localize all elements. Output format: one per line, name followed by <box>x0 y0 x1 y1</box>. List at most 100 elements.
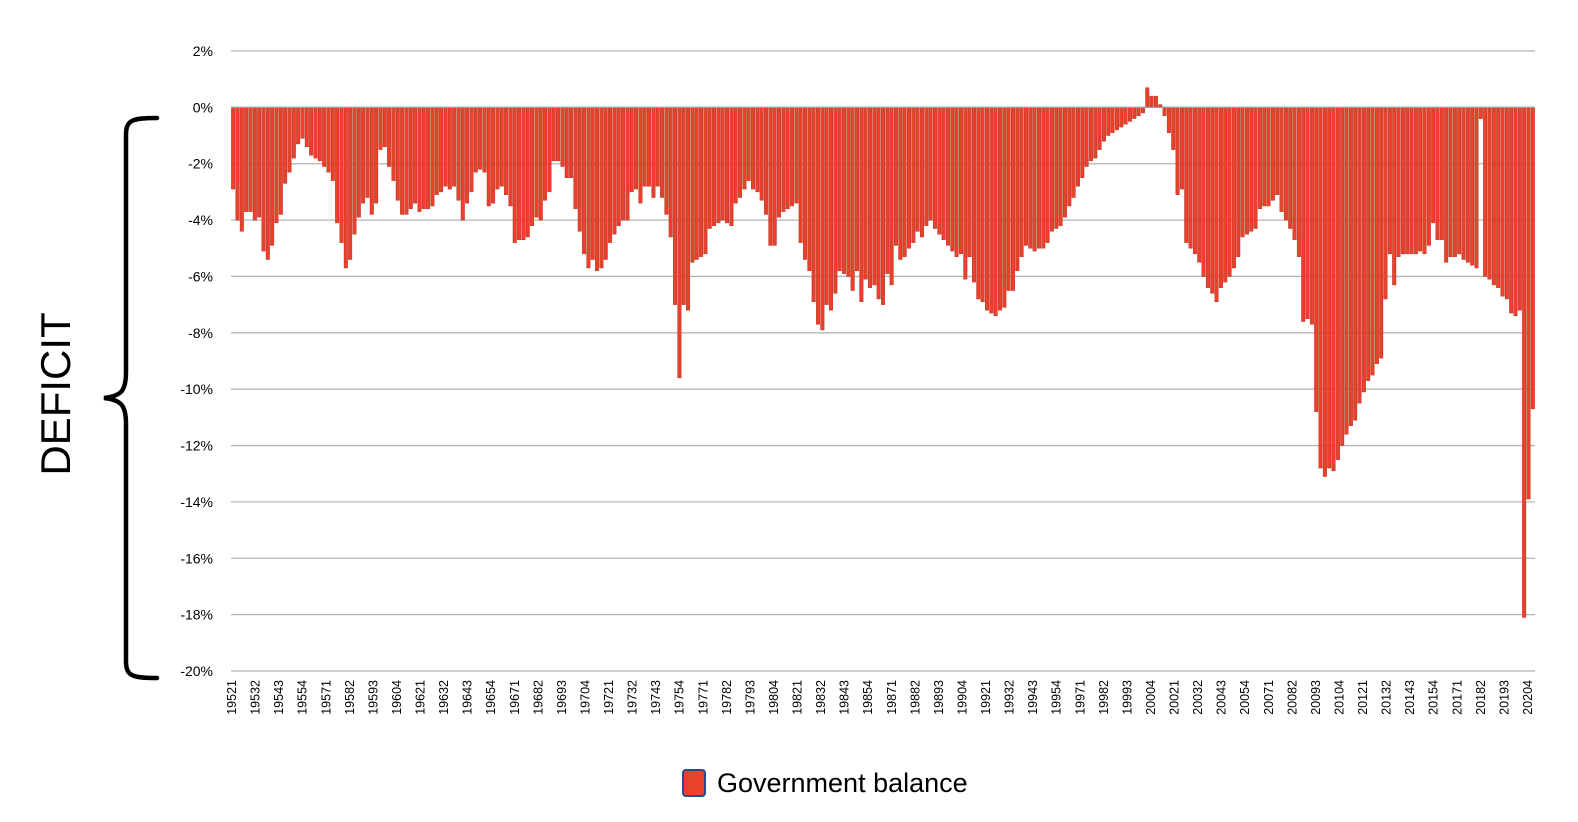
bar <box>1140 107 1145 114</box>
x-tick-label: 19571 <box>319 680 333 715</box>
x-tick-label: 20143 <box>1403 680 1417 715</box>
x-tick-label: 19721 <box>602 680 616 715</box>
bar <box>1305 107 1310 319</box>
legend-swatch <box>682 769 706 797</box>
bar <box>265 107 270 260</box>
x-tick-label: 19782 <box>720 680 734 715</box>
bar <box>742 107 747 190</box>
bar <box>902 107 907 257</box>
bar <box>1223 107 1228 283</box>
bar <box>374 107 379 204</box>
x-tick-label: 19921 <box>979 680 993 715</box>
bar <box>426 107 431 210</box>
bar <box>413 107 418 204</box>
bar <box>881 107 885 305</box>
bar <box>322 107 327 167</box>
bar <box>1153 95 1158 108</box>
bar <box>894 107 898 246</box>
bar <box>616 107 621 226</box>
legend-label: Government balance <box>717 768 968 798</box>
deficit-annotation: DEFICIT <box>32 312 79 475</box>
bar <box>759 107 764 201</box>
bar <box>1361 107 1366 393</box>
bar <box>855 107 859 272</box>
bar <box>920 107 924 238</box>
bar <box>1296 107 1301 257</box>
bar <box>534 107 539 218</box>
bar <box>1136 107 1141 117</box>
bar <box>400 107 405 215</box>
bar <box>1240 107 1245 238</box>
bar <box>530 107 535 226</box>
bar <box>716 107 721 224</box>
bar <box>1054 107 1059 229</box>
bar <box>1522 107 1527 618</box>
x-tick-label: 19804 <box>767 680 781 715</box>
bar <box>547 107 552 193</box>
bar <box>1106 107 1111 136</box>
bar <box>963 107 968 280</box>
bar <box>664 107 669 215</box>
bar <box>1292 107 1297 241</box>
bar <box>447 107 452 190</box>
bar <box>382 107 387 148</box>
bar <box>478 107 483 170</box>
y-tick-label: -6% <box>188 268 213 284</box>
bar <box>755 107 760 193</box>
bar <box>313 107 318 159</box>
bar <box>1257 107 1262 210</box>
bar <box>1314 107 1319 412</box>
x-tick-label: 20132 <box>1380 680 1394 715</box>
bar <box>959 107 963 255</box>
bar <box>1045 107 1050 243</box>
bar <box>1270 107 1275 201</box>
x-tick-label: 20032 <box>1191 680 1205 715</box>
bar <box>794 107 799 204</box>
bar <box>928 107 933 221</box>
bar <box>434 107 439 195</box>
bar <box>1452 107 1457 257</box>
bar <box>1405 107 1410 255</box>
bar <box>508 107 513 207</box>
y-tick-label: -14% <box>180 494 213 510</box>
bar <box>473 107 478 173</box>
bar <box>816 107 820 325</box>
bar <box>837 107 842 272</box>
bar <box>1396 107 1401 257</box>
x-tick-label: 20204 <box>1521 680 1535 715</box>
x-tick-label: 20071 <box>1262 680 1276 715</box>
bar <box>504 107 509 195</box>
bar <box>1114 107 1119 131</box>
bar <box>1418 107 1423 252</box>
bar <box>655 107 660 187</box>
bar <box>1088 107 1093 162</box>
y-tick-label: -16% <box>180 550 213 566</box>
x-tick-label: 19632 <box>437 680 451 715</box>
bar <box>1071 107 1076 198</box>
bar <box>239 107 244 232</box>
bar <box>365 107 370 198</box>
bar <box>1188 107 1193 249</box>
bar <box>1327 107 1332 469</box>
x-tick-label: 19654 <box>484 680 498 715</box>
bar <box>404 107 409 215</box>
bar <box>395 107 400 201</box>
bar <box>296 107 301 145</box>
bar <box>595 107 600 272</box>
bar <box>274 107 279 224</box>
bar <box>907 107 911 249</box>
bar <box>1500 107 1505 297</box>
bar <box>694 107 699 260</box>
bar <box>443 107 448 187</box>
bar <box>967 107 972 257</box>
bar <box>1145 87 1150 108</box>
bar <box>521 107 526 241</box>
bar <box>746 107 751 181</box>
bar <box>751 107 756 190</box>
bar <box>790 107 794 207</box>
bar <box>1509 107 1514 314</box>
y-tick-label: -2% <box>188 156 213 172</box>
bar <box>1253 107 1258 229</box>
bar <box>261 107 266 252</box>
